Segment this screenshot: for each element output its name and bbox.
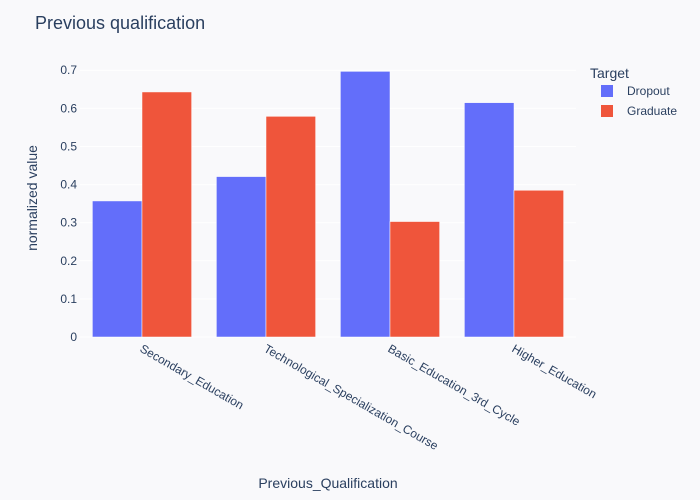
legend-title: Target [590,65,629,81]
legend-label: Dropout [627,84,670,98]
y-tick-label: 0.6 [60,101,77,115]
legend-swatch [601,105,613,117]
x-axis-label: Previous_Qualification [258,475,397,491]
legend-label: Graduate [627,104,677,118]
legend-item-dropout[interactable]: Dropout [601,84,670,98]
y-tick-labels: 0 0.1 0.2 0.3 0.4 0.5 0.6 0.7 [60,63,77,344]
y-tick-label: 0.1 [60,292,77,306]
y-tick-label: 0 [70,330,77,344]
y-tick-label: 0.7 [60,63,77,77]
bar-dropout-2[interactable] [340,71,391,338]
bar-graduate-3[interactable] [513,190,564,338]
y-tick-label: 0.4 [60,178,77,192]
bar-dropout-0[interactable] [92,200,143,338]
bars [92,71,564,338]
y-axis-label: normalized value [24,145,40,251]
bar-dropout-3[interactable] [464,102,515,338]
bar-graduate-2[interactable] [389,221,440,338]
y-tick-label: 0.2 [60,254,77,268]
bar-graduate-0[interactable] [141,91,192,338]
legend-swatch [601,85,613,97]
chart-title: Previous qualification [35,13,205,33]
bar-graduate-1[interactable] [265,116,316,338]
y-tick-label: 0.5 [60,139,77,153]
legend: Target Dropout Graduate [590,65,677,118]
legend-item-graduate[interactable]: Graduate [601,104,677,118]
legend-items: Dropout Graduate [601,84,677,118]
bar-dropout-1[interactable] [216,176,267,338]
y-tick-label: 0.3 [60,216,77,230]
